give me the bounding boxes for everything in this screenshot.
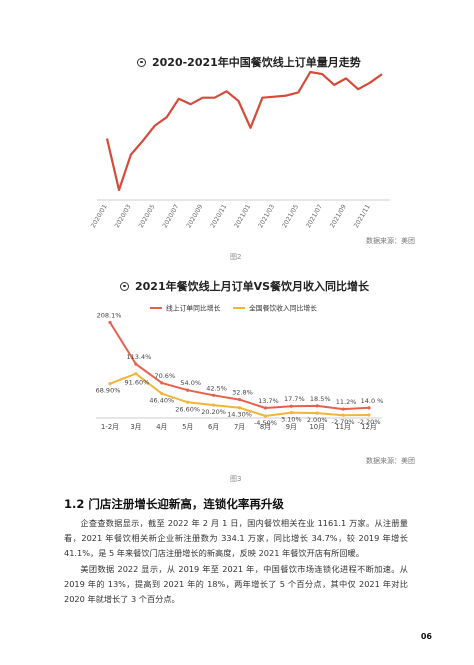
target-icon [137, 57, 146, 67]
chart2-online-data-label: 14.0 % [361, 397, 384, 405]
chart1-caption: 图2 [230, 253, 242, 261]
chart2-revenue-data-label: -4.50% [254, 419, 277, 427]
section-heading: 1.2 门店注册增长迎新高，连锁化率再升级 [64, 497, 284, 511]
chart2-category-label: 8月 [260, 423, 271, 431]
chart2-online-orders-point [212, 393, 216, 397]
chart2-legend-label: 线上订单同比增长 [166, 304, 221, 313]
chart2-revenue-point [289, 411, 293, 415]
chart2-online-orders-point [289, 404, 293, 408]
chart2-revenue-data-label: 26.60% [175, 405, 200, 413]
chart2-online-orders-point [315, 404, 319, 408]
chart1-tick-label: 2020/07 [162, 203, 181, 229]
chart2-revenue-data-label: -2.20% [358, 418, 381, 426]
chart2-category-label: 1-2月 [101, 423, 119, 431]
chart2-source: 数据来源：美团 [366, 457, 415, 465]
chart2-category-label: 6月 [208, 423, 219, 431]
chart1-title: 2020-2021年中国餐饮线上订单量月走势 [137, 54, 361, 70]
chart2-revenue-point [212, 403, 216, 407]
chart2-online-data-label: 70.6% [154, 372, 175, 380]
chart2-revenue-point [263, 414, 267, 418]
chart1-plot: 2020/01 2020/03 2020/05 2020/07 2020/09 2020/… [90, 70, 390, 229]
chart2-revenue-data-label: 20.20% [201, 408, 226, 416]
chart1-tick-label: 2020/11 [209, 203, 228, 229]
chart2-plot: 线上订单同比增长 全国餐饮收入同比增长 1-2月 3月 4月 5月 6月 7月 8月 9月 10月 1… [96, 304, 384, 432]
chart2-online-data-label: 32.8% [232, 389, 253, 397]
chart1-tick-label: 2021/05 [281, 203, 300, 229]
chart1-tick-label: 2020/01 [90, 203, 109, 229]
chart2-revenue-point [186, 400, 190, 404]
chart2-online-data-label: 42.5% [206, 384, 227, 392]
chart1-tick-label: 2021/09 [329, 203, 348, 229]
chart2-category-label: 4月 [156, 423, 167, 431]
chart2-online-orders-point [341, 407, 345, 411]
chart2-revenue-point [367, 413, 371, 417]
chart1-tick-label: 2021/11 [353, 203, 372, 229]
chart2-revenue-point [315, 411, 319, 415]
chart2-revenue-data-label: 2.00% [307, 416, 328, 424]
chart2-online-orders-point [160, 381, 164, 385]
chart2-revenue-point [341, 413, 345, 417]
chart2-category-label: 12月 [361, 423, 376, 431]
chart2-revenue-data-label: -2.70% [332, 418, 355, 426]
chart2-revenue-data-label: 3.10% [281, 416, 302, 424]
chart2-online-orders-point [263, 406, 267, 410]
chart1-tick-label: 2020/03 [114, 203, 133, 229]
chart2-category-label: 7月 [234, 423, 245, 431]
chart1-tick-label: 2021/07 [305, 203, 324, 229]
chart2-title: 2021年餐饮线上月订单VS餐饮月收入同比增长 [120, 278, 369, 294]
chart2-online-data-label: 11.2% [336, 398, 357, 406]
chart2-category-label: 5月 [182, 423, 193, 431]
chart2-online-data-label: 113.4% [127, 353, 152, 361]
chart2-revenue-point [160, 391, 164, 396]
chart2-revenue-data-label: 46.40% [149, 397, 174, 405]
chart2-legend-label: 全国餐饮收入同比增长 [249, 304, 317, 313]
chart2-revenue-data-label: 14.30% [227, 411, 252, 419]
chart2-revenue-point [237, 406, 242, 410]
chart2-online-orders-point [237, 397, 242, 402]
chart2-online-data-label: 208.1% [97, 311, 122, 319]
chart1-series-line [105, 70, 383, 192]
chart1-tick-label: 2021/03 [257, 203, 276, 229]
chart1-tick-label: 2020/09 [185, 203, 204, 229]
chart2-online-orders-point [134, 362, 138, 366]
chart2-caption: 图3 [230, 475, 242, 483]
target-icon [120, 281, 129, 291]
paragraph-1: 企查查数据显示，截至 2022 年 2 月 1 日，国内餐饮相关在业 1161.… [64, 518, 408, 558]
chart2-category-label: 11月 [335, 423, 350, 431]
chart2-category-label: 10月 [309, 423, 324, 431]
chart2-revenue-data-label: 91.60% [125, 379, 150, 387]
chart1-title-text: 2020-2021年中国餐饮线上订单量月走势 [152, 56, 361, 69]
chart1-source: 数据来源：美团 [366, 237, 415, 245]
chart2-online-data-label: 17.7% [284, 395, 305, 403]
chart2-revenue-point [134, 372, 138, 376]
chart2-title-text: 2021年餐饮线上月订单VS餐饮月收入同比增长 [135, 280, 370, 293]
chart2-online-data-label: 13.7% [258, 397, 279, 405]
chart2-online-orders-point [367, 406, 371, 410]
chart2-category-label: 3月 [130, 423, 141, 431]
chart2-revenue-point [108, 382, 112, 386]
chart2-revenue-data-label: 68.90% [96, 387, 121, 395]
chart2-online-orders-point [186, 388, 190, 392]
chart2-online-orders-point [108, 320, 112, 325]
chart1-tick-label: 2021/01 [233, 203, 252, 229]
page-number: 06 [420, 632, 432, 641]
paragraph-2: 美团数据 2022 显示，从 2019 年至 2021 年，中国餐饮市场连锁化进… [64, 564, 408, 604]
chart2-online-data-label: 54.0% [180, 379, 201, 387]
chart2-category-label: 9月 [286, 423, 297, 431]
chart1-tick-label: 2020/05 [138, 203, 157, 229]
chart2-online-data-label: 18.5% [310, 395, 331, 403]
